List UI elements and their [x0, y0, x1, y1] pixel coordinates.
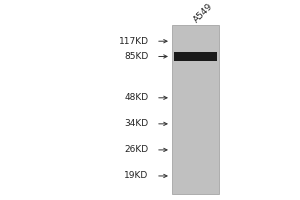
Text: 117KD: 117KD — [118, 37, 148, 46]
Text: 26KD: 26KD — [124, 145, 148, 154]
Text: 19KD: 19KD — [124, 171, 148, 180]
Bar — [174, 52, 217, 61]
Text: 34KD: 34KD — [124, 119, 148, 128]
Bar — [172, 25, 219, 194]
Text: 48KD: 48KD — [124, 93, 148, 102]
Text: A549: A549 — [192, 1, 214, 24]
Text: 85KD: 85KD — [124, 52, 148, 61]
